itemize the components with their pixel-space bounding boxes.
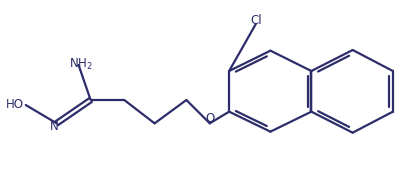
- Text: HO: HO: [6, 98, 24, 112]
- Text: NH$_2$: NH$_2$: [69, 56, 92, 72]
- Text: O: O: [205, 112, 214, 125]
- Text: N: N: [50, 120, 59, 133]
- Text: Cl: Cl: [249, 15, 261, 27]
